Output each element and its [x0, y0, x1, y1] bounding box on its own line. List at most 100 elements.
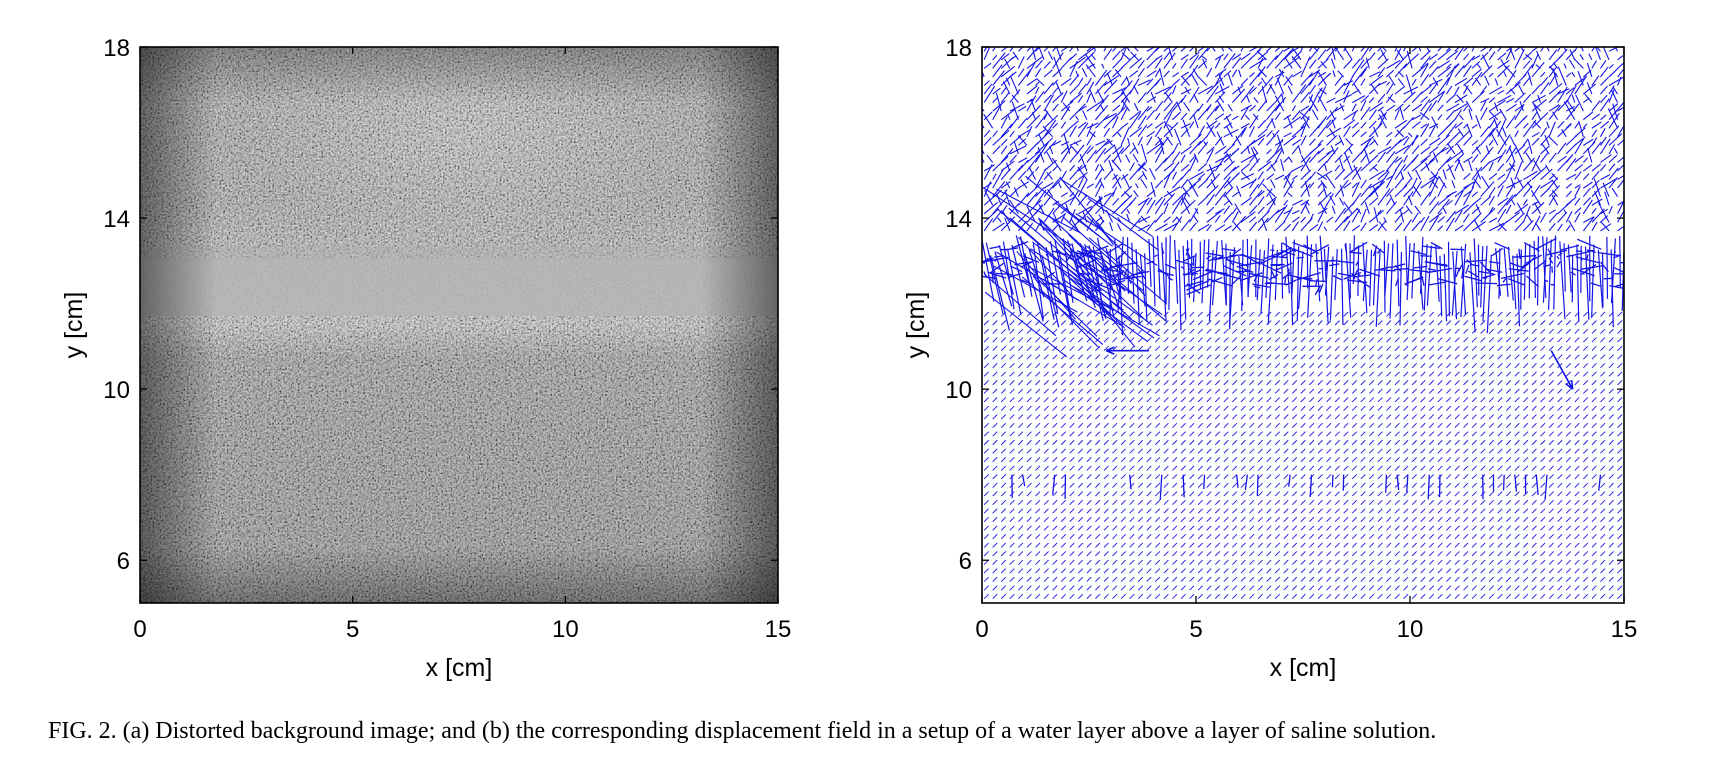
vector-arrow: [1086, 465, 1092, 471]
vector-arrow: [1137, 92, 1147, 103]
vector-arrow: [1214, 208, 1225, 215]
vector-arrow: [1197, 173, 1206, 180]
vector-arrow: [1163, 516, 1169, 523]
vector-arrow: [1586, 62, 1593, 78]
vector-arrow: [1351, 103, 1357, 112]
vector-arrow: [1274, 439, 1280, 446]
vector-arrow: [1326, 542, 1332, 548]
vector-arrow: [1189, 320, 1195, 326]
vector-arrow: [1249, 474, 1255, 480]
vector-arrow: [1480, 576, 1486, 582]
vector-arrow: [1319, 201, 1328, 215]
vector-arrow: [1069, 84, 1080, 95]
vector-arrow: [1079, 153, 1088, 172]
vector-arrow: [1522, 138, 1529, 146]
vector-arrow: [1591, 311, 1597, 317]
vector-arrow: [1343, 80, 1354, 86]
vector-arrow: [983, 474, 989, 480]
vector-arrow: [1548, 431, 1554, 437]
vector-arrow: [1308, 91, 1320, 112]
vector-arrow: [1268, 273, 1279, 281]
vector-arrow: [1309, 482, 1315, 488]
vector-arrow: [1377, 576, 1383, 582]
vector-arrow: [1532, 102, 1542, 120]
vector-arrow: [1112, 91, 1125, 104]
vector-arrow: [1446, 576, 1452, 582]
vector-arrow: [1411, 422, 1417, 428]
vector-arrow: [1377, 58, 1389, 69]
vector-arrow: [1052, 122, 1058, 129]
vector-arrow: [1591, 414, 1597, 420]
vector-arrow: [1394, 164, 1406, 180]
vector-arrow: [1086, 525, 1092, 531]
vector-arrow: [1103, 192, 1112, 198]
vector-arrow: [1427, 268, 1436, 271]
vector-arrow: [1077, 474, 1084, 480]
vector-arrow: [1026, 551, 1032, 557]
vector-arrow: [1120, 371, 1126, 377]
vector-arrow: [1548, 388, 1554, 394]
vector-arrow: [1043, 482, 1049, 488]
vector-arrow: [1197, 162, 1208, 172]
vector-arrow: [1454, 534, 1460, 540]
vector-arrow: [1411, 144, 1420, 155]
vector-arrow: [1155, 362, 1161, 369]
vector-arrow: [1197, 482, 1203, 488]
vector-arrow: [1309, 143, 1322, 155]
vector-arrow: [1240, 405, 1246, 411]
vector-arrow: [1463, 439, 1469, 446]
vector-arrow: [1308, 213, 1314, 223]
vector-arrow: [1505, 204, 1512, 215]
vector-arrow: [1377, 585, 1383, 591]
vector-arrow: [1351, 534, 1358, 540]
vector-arrow: [1420, 345, 1426, 351]
vector-arrow: [1351, 474, 1358, 480]
vector-arrow: [1602, 47, 1610, 61]
vector-arrow: [1163, 320, 1169, 326]
vector-arrow: [1523, 397, 1529, 403]
vector-arrow: [1480, 128, 1495, 146]
vector-arrow: [1280, 93, 1285, 103]
vector-arrow: [1261, 77, 1268, 86]
vector-arrow: [1463, 405, 1469, 411]
vector-arrow: [1437, 362, 1443, 369]
vector-arrow: [1274, 499, 1280, 505]
vector-arrow: [1403, 219, 1412, 232]
vector-arrow: [1368, 52, 1376, 61]
vector-arrow: [1300, 482, 1306, 488]
vector-arrow: [1454, 568, 1460, 574]
y-tick-label: 6: [959, 548, 972, 575]
vector-arrow: [1180, 448, 1186, 454]
vector-arrow: [1420, 388, 1426, 394]
vector-arrow: [1165, 136, 1173, 146]
vector-arrow: [1591, 568, 1597, 574]
vector-arrow: [1300, 77, 1315, 95]
vector-arrow: [1095, 422, 1101, 428]
vector-arrow: [1231, 215, 1247, 232]
vector-arrow: [1403, 191, 1414, 206]
vector-arrow: [1471, 448, 1477, 454]
vector-arrow: [1309, 362, 1315, 369]
vector-arrow: [1223, 482, 1229, 488]
vector-arrow: [1035, 337, 1041, 343]
vector-arrow: [1009, 135, 1022, 146]
vector-arrow: [1334, 345, 1340, 351]
vector-arrow: [1574, 121, 1580, 129]
vector-arrow: [1240, 422, 1246, 428]
vector-arrow: [1026, 104, 1042, 121]
vector-arrow: [1497, 119, 1507, 138]
vector-arrow: [1557, 320, 1563, 326]
vector-arrow: [1531, 422, 1537, 428]
vector-arrow: [1583, 568, 1589, 574]
vector-arrow: [1112, 491, 1118, 497]
vector-arrow: [1086, 200, 1091, 206]
vector-arrow: [1011, 240, 1029, 249]
vector-arrow: [1291, 397, 1298, 403]
vector-arrow: [1531, 337, 1537, 343]
vector-arrow: [1280, 158, 1285, 172]
vector-arrow: [1017, 56, 1025, 69]
vector-arrow: [1052, 337, 1058, 343]
vector-arrow: [1137, 593, 1144, 600]
vector-arrow: [1523, 542, 1529, 548]
vector-arrow: [1283, 172, 1291, 189]
